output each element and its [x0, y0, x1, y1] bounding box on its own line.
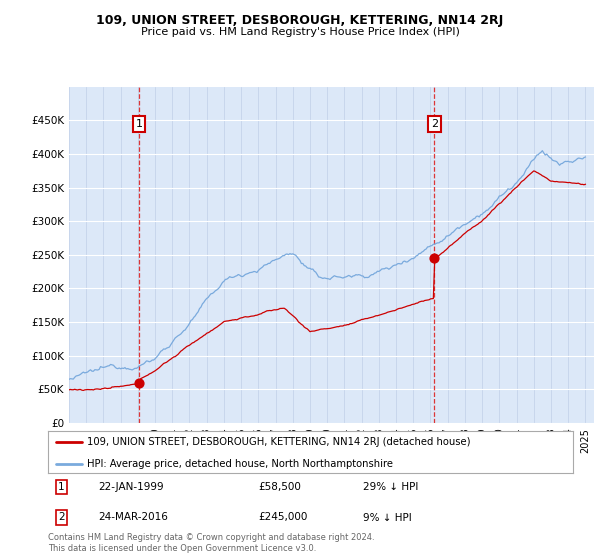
Text: £58,500: £58,500: [258, 482, 301, 492]
Text: HPI: Average price, detached house, North Northamptonshire: HPI: Average price, detached house, Nort…: [88, 459, 394, 469]
Text: Contains HM Land Registry data © Crown copyright and database right 2024.
This d: Contains HM Land Registry data © Crown c…: [48, 533, 374, 553]
Text: 24-MAR-2016: 24-MAR-2016: [98, 512, 168, 522]
Point: [430, 254, 439, 263]
Text: 2: 2: [431, 119, 438, 129]
Text: 1: 1: [136, 119, 142, 129]
Text: 109, UNION STREET, DESBOROUGH, KETTERING, NN14 2RJ (detached house): 109, UNION STREET, DESBOROUGH, KETTERING…: [88, 437, 471, 447]
Text: 1: 1: [58, 482, 64, 492]
Text: 29% ↓ HPI: 29% ↓ HPI: [363, 482, 418, 492]
Text: 9% ↓ HPI: 9% ↓ HPI: [363, 512, 412, 522]
Point: [134, 379, 143, 388]
Text: £245,000: £245,000: [258, 512, 307, 522]
Text: 2: 2: [58, 512, 64, 522]
Text: Price paid vs. HM Land Registry's House Price Index (HPI): Price paid vs. HM Land Registry's House …: [140, 27, 460, 38]
Text: 22-JAN-1999: 22-JAN-1999: [98, 482, 163, 492]
Text: 109, UNION STREET, DESBOROUGH, KETTERING, NN14 2RJ: 109, UNION STREET, DESBOROUGH, KETTERING…: [97, 14, 503, 27]
